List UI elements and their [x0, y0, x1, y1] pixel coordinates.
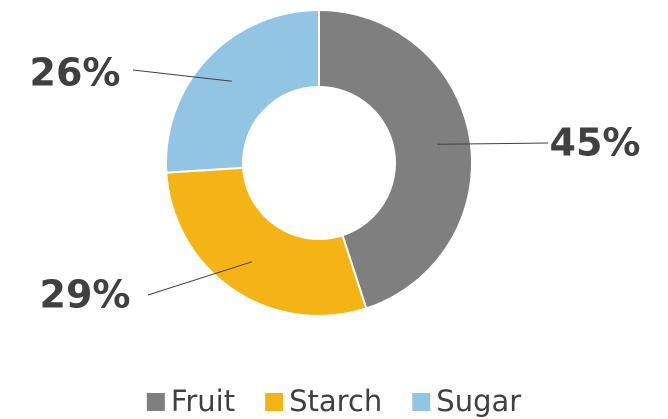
legend-label: Starch	[289, 384, 382, 418]
leader-line	[437, 142, 549, 145]
donut-slice	[165, 166, 368, 317]
legend-swatch	[265, 393, 284, 411]
donut-slice	[165, 8, 320, 174]
leader-line	[147, 261, 252, 296]
data-label: 26%	[30, 51, 121, 95]
legend-label: Fruit	[171, 384, 235, 418]
legend-label: Sugar	[436, 384, 521, 418]
donut-slice	[318, 8, 473, 310]
legend-swatch	[146, 393, 165, 411]
data-label: 45%	[550, 121, 641, 165]
data-label: 29%	[40, 273, 131, 317]
legend-swatch	[412, 393, 431, 411]
leader-line	[132, 69, 232, 82]
